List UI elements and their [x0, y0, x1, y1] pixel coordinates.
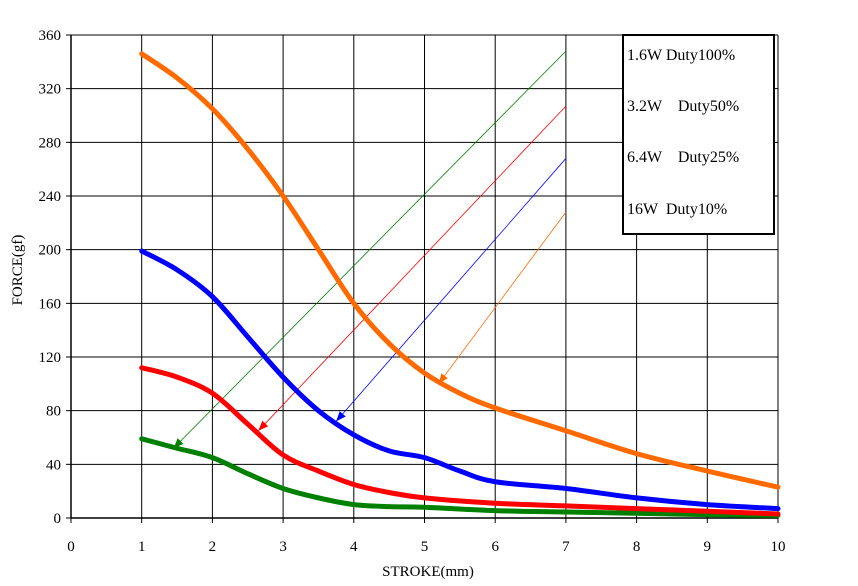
- legend-arrow-line-2: [258, 105, 567, 432]
- legend-entry-3: 6.4W Duty25%: [627, 149, 739, 166]
- legend-entry-4: 16W Duty10%: [627, 201, 727, 218]
- legend-arrow-head-3: [336, 411, 346, 422]
- grid: [71, 34, 779, 518]
- x-tick-label: 1: [138, 539, 146, 555]
- legend-box: [622, 34, 775, 235]
- legend-entry-2: 3.2W Duty50%: [627, 98, 739, 115]
- legend-arrow-head-2: [258, 420, 269, 431]
- y-tick-label: 40: [46, 457, 61, 473]
- y-tick-label: 0: [54, 511, 62, 527]
- x-tick-label: 0: [67, 539, 75, 555]
- x-tick-label: 3: [279, 539, 287, 555]
- legend-entry-1: 1.6W Duty100%: [627, 47, 735, 64]
- legend-arrow-line-4: [438, 211, 567, 385]
- x-tick-label: 10: [771, 539, 786, 555]
- series-line-1: [139, 436, 781, 518]
- y-tick-label: 200: [39, 243, 62, 259]
- x-tick-label: 4: [350, 539, 358, 555]
- axes: [66, 34, 779, 523]
- x-tick-label: 7: [562, 539, 570, 555]
- legend: 1.6W Duty100% 3.2W Duty50% 6.4W Duty25% …: [622, 34, 775, 235]
- series-line-2: [139, 365, 781, 517]
- series-line-4: [139, 51, 781, 490]
- legend-arrows: [173, 50, 567, 449]
- y-tick-label: 240: [39, 189, 62, 205]
- x-tick-label: 2: [209, 539, 217, 555]
- series-lines: [139, 51, 781, 518]
- legend-arrow-line-1: [173, 50, 567, 449]
- series-line-3: [139, 248, 781, 512]
- x-tick-labels: 0 1 2 3 4 5 6 7 8 9 10: [67, 539, 785, 555]
- y-tick-label: 280: [39, 135, 62, 151]
- x-tick-label: 6: [491, 539, 499, 555]
- y-tick-labels: 0 40 80 120 160 200 240 280 320 360: [39, 28, 62, 527]
- y-tick-label: 160: [39, 296, 62, 312]
- y-tick-label: 120: [39, 350, 62, 366]
- y-axis-title: FORCE(gf): [10, 235, 26, 306]
- x-tick-label: 9: [704, 539, 712, 555]
- y-tick-label: 360: [39, 28, 62, 44]
- x-axis-title: STROKE(mm): [382, 564, 474, 580]
- x-tick-label: 8: [633, 539, 641, 555]
- y-tick-label: 320: [39, 82, 62, 98]
- legend-arrow-line-3: [335, 158, 567, 422]
- x-tick-label: 5: [421, 539, 429, 555]
- y-tick-label: 80: [46, 404, 61, 420]
